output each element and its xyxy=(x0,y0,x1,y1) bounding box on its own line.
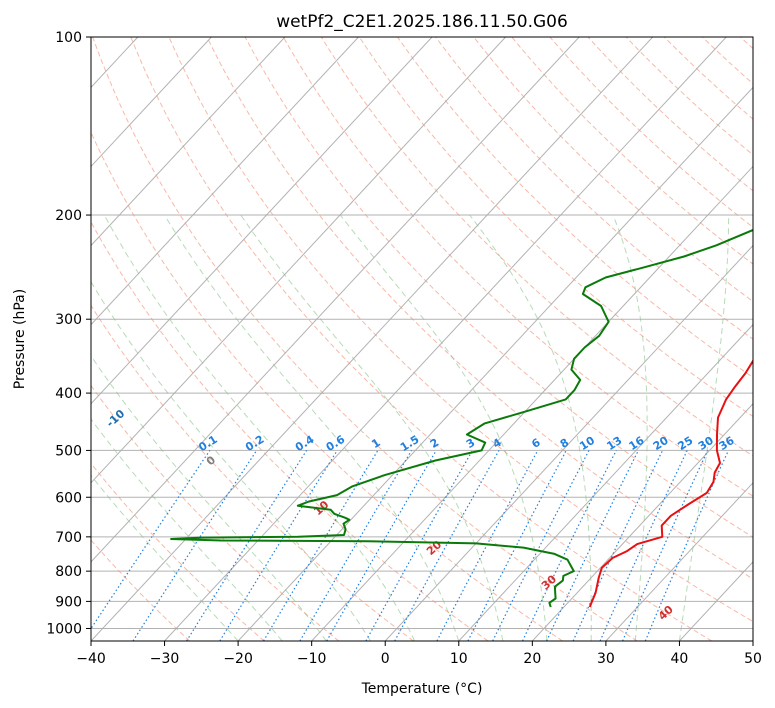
dry-adiabat-line xyxy=(511,37,753,265)
dry-adiabat-line xyxy=(91,462,265,641)
dry-adiabat-line xyxy=(91,304,414,641)
y-tick-label: 400 xyxy=(55,386,82,402)
dry-adiabat-label: 40 xyxy=(656,603,676,623)
dry-adiabat-line xyxy=(663,37,753,120)
dry-adiabat-line xyxy=(435,37,753,340)
moist-adiabat-line xyxy=(103,214,416,641)
mixing-ratio-line xyxy=(394,450,500,641)
isotherm-line xyxy=(679,561,753,641)
dry-adiabat-line xyxy=(92,37,638,641)
moist-adiabat-line xyxy=(91,280,371,641)
isotherm-line xyxy=(91,37,654,641)
mixing-ratio-label: 2 xyxy=(428,436,441,451)
dry-adiabat-label: -10 xyxy=(104,407,128,430)
mixing-ratio-label: 1.5 xyxy=(398,433,421,454)
dry-adiabat-line xyxy=(473,37,753,303)
mixing-ratio-line xyxy=(599,450,688,641)
mixing-ratio-line xyxy=(219,450,338,641)
dry-adiabat-line xyxy=(91,539,191,641)
mixing-ratio-line xyxy=(572,450,664,641)
x-tick-label: 20 xyxy=(523,651,541,667)
moist-adiabat-line xyxy=(91,418,283,641)
isotherm-line xyxy=(91,37,580,563)
dry-adiabat-line xyxy=(91,221,489,641)
y-tick-label: 800 xyxy=(55,564,82,580)
mixing-ratio-line xyxy=(132,450,258,641)
chart-title: wetPf2_C2E1.2025.186.11.50.G06 xyxy=(276,12,568,32)
y-axis-label: Pressure (hPa) xyxy=(12,289,28,389)
isotherm-line xyxy=(237,86,753,641)
y-tick-label: 1000 xyxy=(46,621,82,637)
dry-adiabat-line xyxy=(282,37,753,497)
dewpoint-profile-line xyxy=(170,228,753,608)
isotherm-line xyxy=(91,37,433,405)
x-tick-label: −30 xyxy=(150,651,180,667)
dry-adiabat-line xyxy=(130,37,713,641)
mixing-ratio-line xyxy=(326,450,437,641)
moist-adiabat-line xyxy=(240,214,504,641)
dry-adiabat-line xyxy=(91,131,563,641)
isotherm-line xyxy=(384,244,753,641)
isotherm-line xyxy=(91,37,212,168)
dry-adiabat-line xyxy=(397,37,753,379)
isotherm-line xyxy=(458,323,753,641)
x-tick-label: −20 xyxy=(223,651,253,667)
mixing-ratio-line xyxy=(521,450,617,641)
temperature-profile-line xyxy=(588,359,753,608)
y-tick-label: 200 xyxy=(55,208,82,224)
x-tick-label: −40 xyxy=(76,651,106,667)
isotherm-line xyxy=(91,37,359,326)
isotherm-line xyxy=(531,402,753,641)
moist-adiabat-line xyxy=(91,474,239,641)
x-tick-label: 40 xyxy=(671,651,689,667)
x-tick-label: 30 xyxy=(597,651,615,667)
dry-adiabat-line xyxy=(168,37,753,623)
mixing-ratio-line xyxy=(365,450,474,641)
dry-adiabat-line xyxy=(358,37,753,418)
y-tick-label: 700 xyxy=(55,530,82,546)
dry-adiabat-label: 30 xyxy=(539,572,559,592)
mixing-ratio-label: 6 xyxy=(529,436,543,451)
dry-adiabat-label: 20 xyxy=(424,538,444,558)
mixing-ratio-line xyxy=(186,450,308,641)
dry-adiabat-line xyxy=(206,37,753,580)
dry-adiabat-line xyxy=(740,37,753,50)
y-tick-label: 600 xyxy=(55,490,82,506)
moist-adiabat-line xyxy=(91,355,327,641)
isotherm-line xyxy=(0,37,64,641)
moist-adiabat-line xyxy=(678,214,730,641)
dry-adiabat-line xyxy=(549,37,753,228)
x-tick-label: 50 xyxy=(744,651,762,667)
x-tick-label: 0 xyxy=(381,651,390,667)
dry-adiabat-line xyxy=(91,384,340,641)
dry-adiabat-line xyxy=(587,37,753,192)
isotherm-line xyxy=(752,640,753,641)
x-tick-label: 10 xyxy=(450,651,468,667)
mixing-ratio-line xyxy=(546,450,639,641)
y-tick-label: 100 xyxy=(55,30,82,46)
y-tick-label: 900 xyxy=(55,594,82,610)
mixing-ratio-line xyxy=(436,450,539,641)
x-axis-label: Temperature (°C) xyxy=(361,681,483,697)
isotherm-line xyxy=(311,165,753,641)
isotherm-line xyxy=(91,37,286,247)
moist-adiabat-line xyxy=(612,214,648,641)
dry-adiabat-label: 0 xyxy=(204,453,219,468)
mixing-ratio-label: 0.4 xyxy=(293,433,317,455)
mixing-ratio-line xyxy=(299,450,413,641)
mixing-ratio-line xyxy=(262,450,379,641)
plot-frame xyxy=(90,36,754,642)
moist-adiabat-line xyxy=(339,214,548,641)
isotherm-line xyxy=(605,482,753,641)
y-tick-label: 500 xyxy=(55,443,82,459)
moist-adiabat-line xyxy=(164,214,460,641)
isotherm-line xyxy=(91,37,506,484)
y-tick-label: 300 xyxy=(55,312,82,328)
x-tick-label: −10 xyxy=(297,651,327,667)
dry-adiabat-line xyxy=(701,37,753,85)
